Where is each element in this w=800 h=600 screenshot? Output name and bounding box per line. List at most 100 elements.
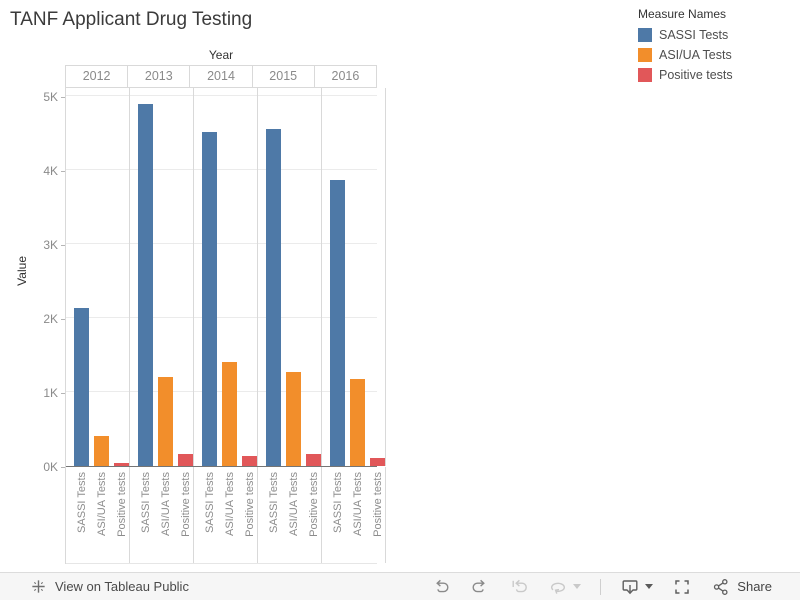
y-tick-mark [61,97,65,98]
measure-labels-2012: SASSI Tests ASI/UA Tests Positive tests [66,467,130,563]
measure-label: SASSI Tests [139,472,152,533]
bar-2014[interactable] [202,132,217,466]
refresh-icon[interactable] [548,577,568,597]
legend-item-label: ASI/UA Tests [659,48,732,62]
legend-item-label: Positive tests [659,68,733,82]
measure-label: SASSI Tests [331,472,344,533]
measure-label-slot: Positive tests [114,472,129,537]
year-panel-2013 [130,88,194,466]
view-on-tableau-public-link[interactable]: View on Tableau Public [55,579,189,594]
bar-2015[interactable] [306,454,321,466]
download-icon[interactable] [620,577,640,597]
measure-label-slot: ASI/UA Tests [94,472,109,536]
y-tick-mark [61,171,65,172]
revert-icon[interactable] [509,577,529,597]
bar-2015[interactable] [266,128,281,466]
y-tick-label: 4K [43,164,58,178]
measure-label: ASI/UA Tests [351,472,364,536]
y-tick-label: 1K [43,386,58,400]
bar-2012[interactable] [114,463,129,466]
y-tick-label: 5K [43,90,58,104]
measure-labels-2014: SASSI Tests ASI/UA Tests Positive tests [194,467,258,563]
y-tick-label: 0K [43,460,58,474]
measure-label: ASI/UA Tests [95,472,108,536]
bar-chart: 2012 2013 2014 2015 2016 SASSI Tests ASI/UA T… [65,65,386,564]
y-tick-mark [61,393,65,394]
year-header-2013: 2013 [128,66,191,87]
measure-label-slot: ASI/UA Tests [222,472,237,536]
refresh-group [548,577,582,597]
legend-items: SASSI Tests ASI/UA Tests Positive tests [638,28,733,82]
tableau-logo-icon [30,578,47,595]
measure-label-slot: SASSI Tests [330,472,345,533]
measure-label: ASI/UA Tests [159,472,172,536]
year-panel-2014 [194,88,258,466]
legend: Measure Names SASSI Tests ASI/UA Tests Pos… [638,7,733,88]
bar-2013[interactable] [178,454,193,466]
redo-icon[interactable] [470,577,490,597]
measure-label: SASSI Tests [267,472,280,533]
share-button[interactable]: Share [711,577,772,597]
footer-left[interactable]: View on Tableau Public [30,578,189,595]
bar-2016[interactable] [370,457,385,466]
measure-label: SASSI Tests [203,472,216,533]
bar-2013[interactable] [158,377,173,466]
gridline [66,95,377,96]
share-icon [711,577,731,597]
measure-label: Positive tests [371,472,384,537]
undo-icon[interactable] [431,577,451,597]
bar-2012[interactable] [94,436,109,466]
download-group [620,577,654,597]
measure-labels-2015: SASSI Tests ASI/UA Tests Positive tests [258,467,322,563]
bar-2015[interactable] [286,372,301,466]
measure-label: Positive tests [115,472,128,537]
bar-2016[interactable] [330,179,345,466]
legend-title: Measure Names [638,7,727,21]
caret-down-icon[interactable] [645,584,654,589]
measure-label-slot: SASSI Tests [266,472,281,533]
y-tick-mark [61,245,65,246]
bar-2014[interactable] [242,456,257,466]
year-header-2012: 2012 [66,66,129,87]
year-panel-2015 [258,88,322,466]
fullscreen-icon[interactable] [672,577,692,597]
legend-item[interactable]: Positive tests [638,68,733,82]
toolbar-divider [600,578,602,595]
footer-toolbar: Share [431,577,772,597]
bar-2012[interactable] [74,308,89,466]
measure-label-slot: SASSI Tests [202,472,217,533]
y-tick-mark [61,319,65,320]
measure-label: ASI/UA Tests [223,472,236,536]
bar-2016[interactable] [350,378,365,466]
legend-swatch [638,28,652,42]
legend-item-label: SASSI Tests [659,28,729,42]
gridline [66,391,377,392]
legend-item[interactable]: SASSI Tests [638,28,733,42]
measure-label-slot: Positive tests [178,472,193,537]
measure-label-slot: ASI/UA Tests [350,472,365,536]
measure-label: Positive tests [243,472,256,537]
measure-label: Positive tests [179,472,192,537]
viz-title: TANF Applicant Drug Testing [10,9,253,30]
year-panel-2012 [66,88,130,466]
bar-2013[interactable] [138,104,153,466]
y-tick-label: 3K [43,238,58,252]
year-header-2016: 2016 [315,66,378,87]
measure-label-slot: Positive tests [242,472,257,537]
plot-area [66,88,386,467]
measure-label-band: SASSI Tests ASI/UA Tests Positive tests SAS… [66,467,386,564]
y-axis-title: Value [15,256,29,286]
measure-label: ASI/UA Tests [287,472,300,536]
legend-item[interactable]: ASI/UA Tests [638,48,733,62]
y-tick-mark [61,467,65,468]
bar-2014[interactable] [222,361,237,466]
caret-down-icon[interactable] [573,584,582,589]
measure-labels-2016: SASSI Tests ASI/UA Tests Positive tests [322,467,386,563]
measure-label: Positive tests [307,472,320,537]
year-header-band: 2012 2013 2014 2015 2016 [66,65,378,88]
measure-label-slot: Positive tests [370,472,385,537]
gridline [66,169,377,170]
measure-labels-2013: SASSI Tests ASI/UA Tests Positive tests [130,467,194,563]
column-axis-title: Year [208,48,234,62]
